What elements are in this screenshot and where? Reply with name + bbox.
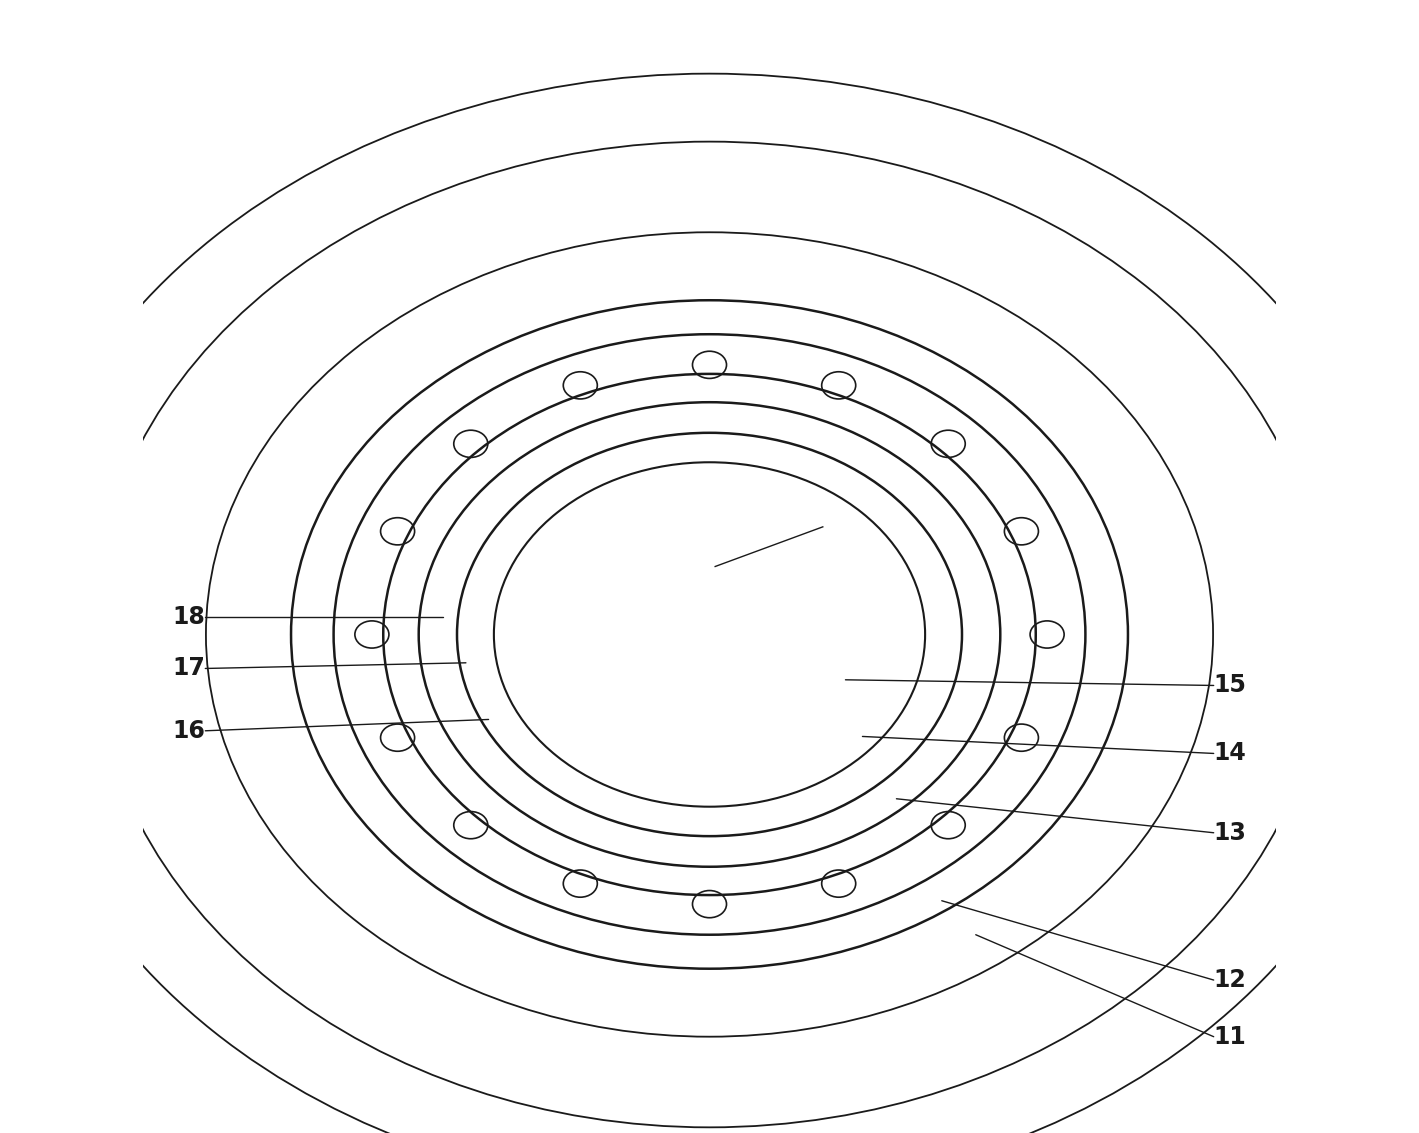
Text: 13: 13 bbox=[1213, 820, 1246, 845]
Text: 11: 11 bbox=[1213, 1024, 1246, 1049]
Text: 16: 16 bbox=[173, 718, 206, 743]
Text: 14: 14 bbox=[1213, 741, 1246, 766]
Text: 12: 12 bbox=[1213, 968, 1246, 993]
Text: 15: 15 bbox=[1213, 673, 1246, 698]
Text: 17: 17 bbox=[173, 656, 206, 681]
Text: 18: 18 bbox=[173, 605, 206, 630]
